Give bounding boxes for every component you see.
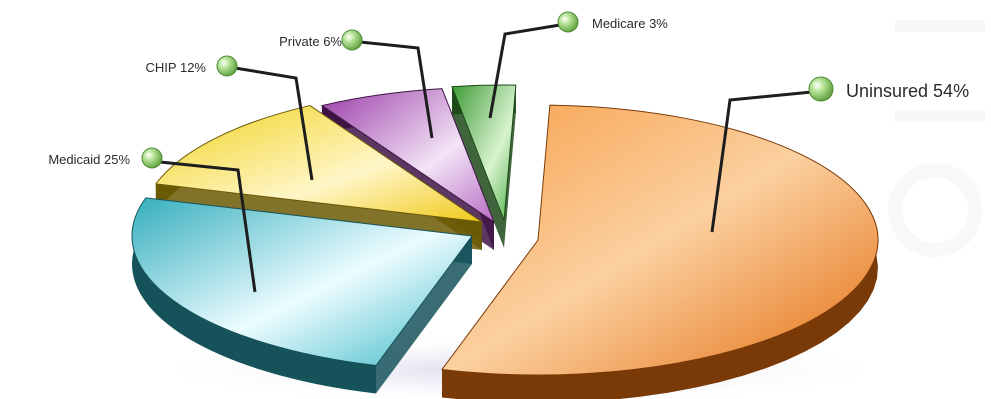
label-marker-medicaid (141, 147, 163, 169)
slice-label-private: Private 6% (279, 34, 342, 49)
slice-label-uninsured: Uninsured 54% (846, 81, 969, 101)
leader-line-private (359, 40, 434, 139)
slice-label-medicaid: Medicaid 25% (48, 152, 130, 167)
pie-slice-medicaid (131, 197, 473, 394)
pie-slice-top-medicaid (131, 197, 473, 367)
leader-line-chip (234, 66, 314, 181)
slice-label-chip: CHIP 12% (146, 60, 207, 75)
pie-slice-wall-medicare (504, 85, 516, 248)
leader-line-medicare (488, 23, 561, 119)
leader-line-uninsured (710, 90, 813, 233)
label-marker-uninsured (808, 76, 834, 102)
pie-slice-wall-medicaid (376, 236, 472, 394)
slice-labels: Uninsured 54% Medicaid 25% CHIP 12% Private… (48, 11, 969, 169)
background-watermark (888, 20, 985, 257)
pie-slice-top-private (320, 88, 496, 224)
pie-slices (131, 84, 879, 399)
pie-slice-top-chip (154, 105, 483, 223)
pie-slice-top-uninsured (441, 104, 879, 376)
slice-label-medicare: Medicare 3% (592, 16, 668, 31)
pie-slice-top-medicare (451, 84, 517, 221)
label-marker-chip (216, 55, 238, 77)
label-marker-medicare (557, 11, 579, 33)
pie-slice-side-medicaid (132, 197, 377, 394)
label-marker-private (341, 29, 363, 51)
pie-slice-medicare (451, 84, 517, 248)
leader-line-medicaid (159, 160, 257, 293)
leader-lines (159, 23, 813, 293)
pie-slice-wall-medicare (451, 86, 504, 248)
pie-slice-uninsured (441, 104, 879, 399)
